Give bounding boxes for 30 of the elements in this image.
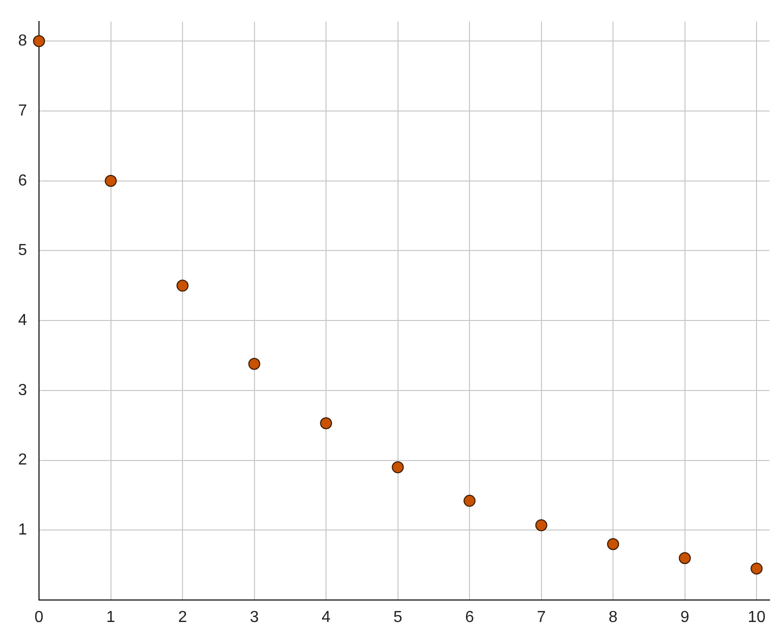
- x-tick-label: 3: [250, 609, 259, 626]
- y-tick-label: 8: [18, 32, 28, 50]
- x-tick-label: 7: [536, 609, 546, 626]
- y-tick-label: 1: [18, 522, 28, 539]
- x-tick-label: 1: [106, 609, 116, 626]
- point: [320, 417, 332, 430]
- y-tick-label: 6: [18, 172, 28, 190]
- x-tick-label: 4: [322, 609, 331, 626]
- x-tick-label: 8: [608, 609, 618, 626]
- y-tick-label: 3: [18, 382, 28, 399]
- x-tick-label: 10: [748, 609, 766, 626]
- point: [176, 280, 189, 292]
- x-tick-label: 9: [680, 609, 690, 626]
- y-tick-label: 7: [18, 102, 28, 120]
- point: [535, 519, 548, 532]
- point: [33, 35, 45, 48]
- y-tick-label: 4: [18, 312, 28, 329]
- x-tick-label: 0: [34, 609, 44, 626]
- point: [248, 358, 260, 370]
- x-tick-label: 6: [465, 609, 474, 626]
- point: [392, 461, 404, 474]
- y-tick-label: 2: [18, 452, 28, 469]
- point: [750, 562, 763, 575]
- y-tick-label: 5: [18, 242, 28, 260]
- point: [104, 174, 117, 187]
- point: [607, 538, 620, 550]
- point: [464, 494, 476, 507]
- point: [678, 552, 691, 564]
- x-tick-label: 5: [393, 609, 402, 626]
- x-tick-label: 2: [178, 609, 188, 626]
